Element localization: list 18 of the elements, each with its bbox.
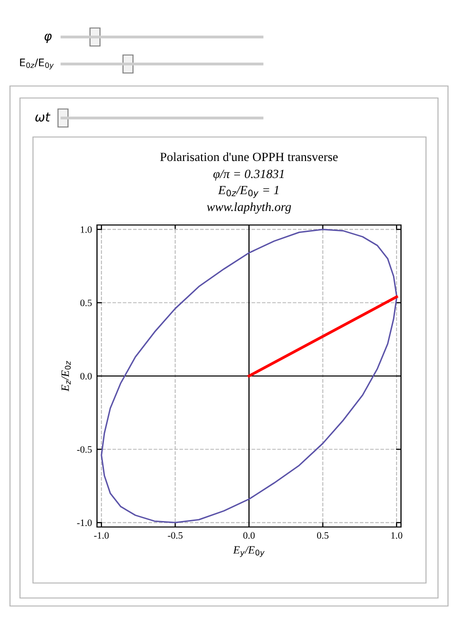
x-tick-label: 0.5 bbox=[317, 532, 328, 539]
x-tick-label: 0.0 bbox=[243, 532, 255, 539]
text: φ bbox=[44, 34, 52, 44]
y-tick-label: 0.5 bbox=[80, 300, 92, 306]
x-tick-label: -0.5 bbox=[168, 532, 183, 539]
x-tick-label: 1.0 bbox=[391, 532, 402, 539]
chart-title: Polarisation d'une OPPH transverse bbox=[160, 152, 338, 162]
line-series bbox=[100, 228, 398, 524]
y-tick-label: -1.0 bbox=[77, 520, 92, 526]
text: ωt bbox=[35, 112, 50, 122]
x-axis-title: E$_{y}$/E$_{0y}$ bbox=[233, 546, 265, 557]
text: E$_{0z}$/E$_{0y}$ bbox=[20, 58, 54, 70]
y-tick-label: 1.0 bbox=[80, 226, 92, 233]
y-axis-title: E$_{z}$/E$_{0z}$ bbox=[61, 360, 71, 392]
text: www.laphyth.org bbox=[206, 202, 291, 214]
y-tick-label: 0.0 bbox=[80, 372, 92, 380]
x-tick-label: -1.0 bbox=[94, 532, 109, 539]
y-tick-label: -0.5 bbox=[77, 446, 92, 453]
